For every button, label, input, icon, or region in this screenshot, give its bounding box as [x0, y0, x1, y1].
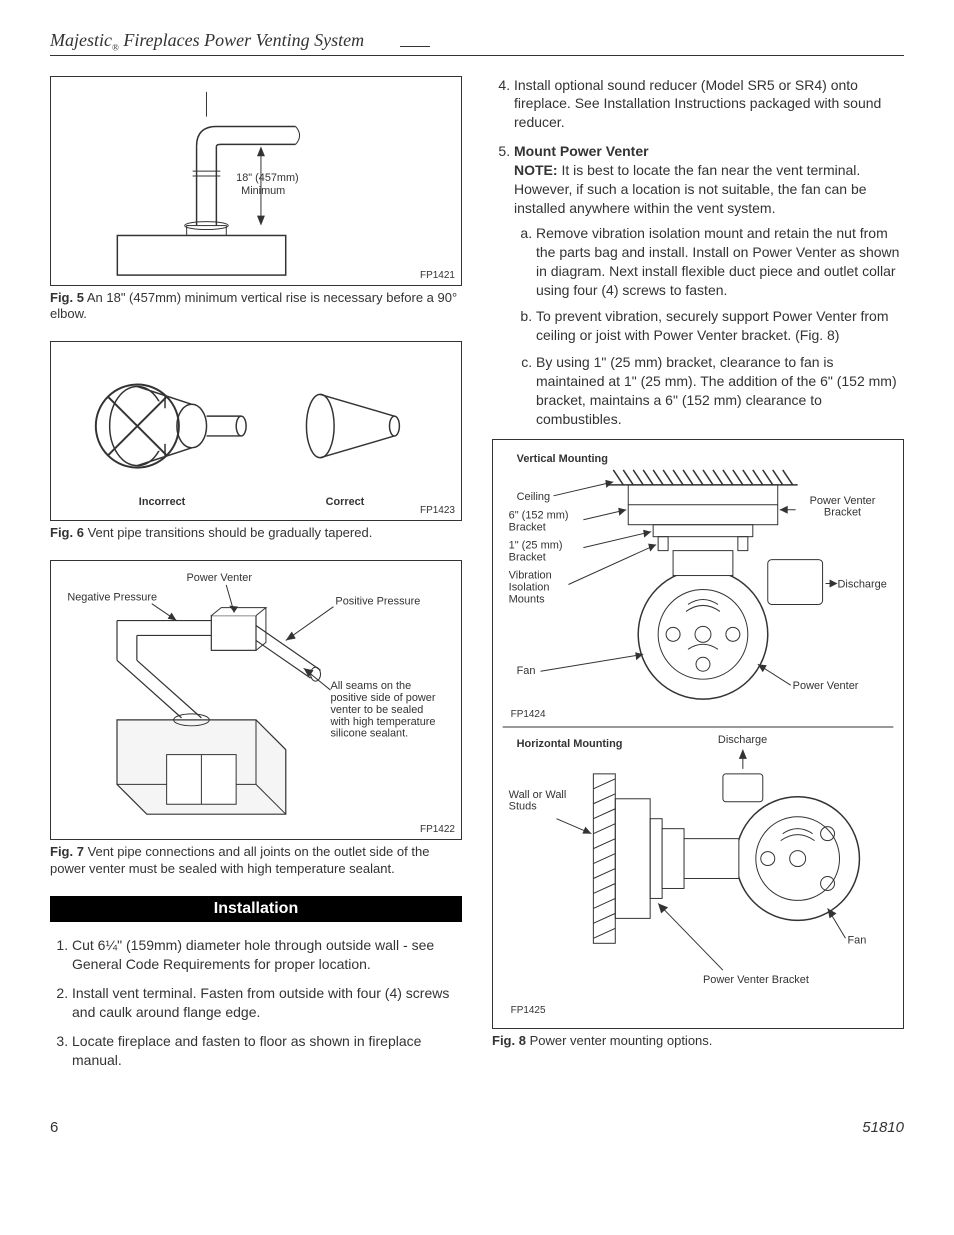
fig7-diagram: Power Venter Negative Pressure Positive … [51, 561, 461, 839]
installation-heading: Installation [50, 896, 462, 922]
doc-number: 51810 [862, 1119, 904, 1136]
step5: Mount Power Venter NOTE: It is best to l… [514, 142, 904, 428]
step5-sublist: Remove vibration isolation mount and ret… [514, 224, 904, 429]
step5b: To prevent vibration, securely support P… [536, 307, 904, 345]
svg-text:Power Venter Bracket: Power Venter Bracket [703, 974, 809, 986]
svg-text:Power Venter: Power Venter [793, 680, 859, 692]
fig8-caption: Fig. 8 Power venter mounting options. [492, 1033, 904, 1050]
fig7-box: Power Venter Negative Pressure Positive … [50, 560, 462, 840]
fig8-box: Vertical Mounting [492, 439, 904, 1029]
fig5-code: FP1421 [420, 270, 455, 281]
fig8-diagram: Vertical Mounting [493, 440, 903, 1028]
svg-text:18" (457mm): 18" (457mm) [236, 172, 298, 184]
svg-text:Incorrect: Incorrect [139, 497, 186, 509]
fig5-box: 18" (457mm) Minimum FP1421 [50, 76, 462, 286]
fig6-box: Incorrect Correct FP1423 [50, 341, 462, 521]
right-column: Install optional sound reducer (Model SR… [492, 76, 904, 1080]
reg-mark: ® [112, 43, 119, 53]
page-number: 6 [50, 1119, 58, 1136]
svg-text:Ceiling: Ceiling [517, 491, 551, 503]
svg-text:Fan: Fan [517, 665, 536, 677]
svg-text:Discharge: Discharge [838, 578, 887, 590]
install-list-left: Cut 6¼" (159mm) diameter hole through ou… [50, 936, 462, 1069]
svg-text:Negative Pressure: Negative Pressure [67, 592, 157, 604]
svg-text:Discharge: Discharge [718, 734, 767, 746]
svg-text:Minimum: Minimum [241, 184, 285, 196]
svg-text:Fan: Fan [847, 934, 866, 946]
fig5-diagram: 18" (457mm) Minimum [51, 77, 461, 285]
svg-text:Correct: Correct [326, 497, 365, 509]
header-rest: Fireplaces Power Venting System [119, 30, 364, 50]
left-column: 18" (457mm) Minimum FP1421 Fig. 5 An 18"… [50, 76, 462, 1080]
fig7-code: FP1422 [420, 824, 455, 835]
fig6-diagram: Incorrect Correct [51, 342, 461, 520]
fig7-caption: Fig. 7 Vent pipe connections and all joi… [50, 844, 462, 878]
svg-text:Power Venter: Power Venter [187, 572, 253, 584]
fig6-caption: Fig. 6 Vent pipe transitions should be g… [50, 525, 462, 542]
page-footer: 6 51810 [50, 1119, 904, 1136]
install-list-right: Install optional sound reducer (Model SR… [492, 76, 904, 429]
svg-text:Positive Pressure: Positive Pressure [335, 596, 420, 608]
fig6-code: FP1423 [420, 505, 455, 516]
svg-text:FP1425: FP1425 [511, 1005, 546, 1016]
fig5-caption: Fig. 5 An 18" (457mm) minimum vertical r… [50, 290, 462, 324]
step5c: By using 1" (25 mm) bracket, clearance t… [536, 353, 904, 429]
svg-text:Vertical Mounting: Vertical Mounting [517, 453, 608, 465]
step5a: Remove vibration isolation mount and ret… [536, 224, 904, 300]
svg-text:FP1424: FP1424 [511, 709, 546, 720]
step1: Cut 6¼" (159mm) diameter hole through ou… [72, 936, 462, 974]
step3: Locate fireplace and fasten to floor as … [72, 1032, 462, 1070]
svg-text:Horizontal Mounting: Horizontal Mounting [517, 738, 623, 750]
header-brand: Majestic [50, 30, 112, 50]
step2: Install vent terminal. Fasten from outsi… [72, 984, 462, 1022]
step4: Install optional sound reducer (Model SR… [514, 76, 904, 133]
page-header: Majestic® Fireplaces Power Venting Syste… [50, 30, 904, 56]
